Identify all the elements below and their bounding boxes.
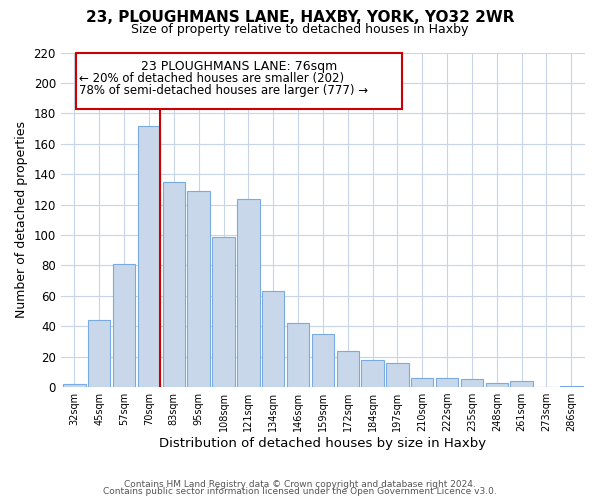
Bar — [187, 191, 210, 387]
Text: Size of property relative to detached houses in Haxby: Size of property relative to detached ho… — [131, 22, 469, 36]
Bar — [88, 320, 110, 387]
Text: Contains public sector information licensed under the Open Government Licence v3: Contains public sector information licen… — [103, 488, 497, 496]
Bar — [287, 323, 309, 387]
Bar — [337, 350, 359, 387]
Text: ← 20% of detached houses are smaller (202): ← 20% of detached houses are smaller (20… — [79, 72, 344, 86]
Text: 23, PLOUGHMANS LANE, HAXBY, YORK, YO32 2WR: 23, PLOUGHMANS LANE, HAXBY, YORK, YO32 2… — [86, 10, 514, 25]
Bar — [262, 292, 284, 387]
Text: 78% of semi-detached houses are larger (777) →: 78% of semi-detached houses are larger (… — [79, 84, 368, 98]
Bar — [138, 126, 160, 387]
Bar — [560, 386, 583, 387]
Text: Contains HM Land Registry data © Crown copyright and database right 2024.: Contains HM Land Registry data © Crown c… — [124, 480, 476, 489]
Bar — [511, 381, 533, 387]
Bar — [113, 264, 136, 387]
Bar — [237, 198, 260, 387]
Bar — [411, 378, 433, 387]
Bar — [63, 384, 86, 387]
Bar — [212, 236, 235, 387]
Text: 23 PLOUGHMANS LANE: 76sqm: 23 PLOUGHMANS LANE: 76sqm — [141, 60, 337, 73]
Bar — [485, 382, 508, 387]
Bar — [361, 360, 384, 387]
Bar — [312, 334, 334, 387]
Y-axis label: Number of detached properties: Number of detached properties — [15, 122, 28, 318]
Bar — [436, 378, 458, 387]
Bar — [461, 380, 483, 387]
X-axis label: Distribution of detached houses by size in Haxby: Distribution of detached houses by size … — [160, 437, 487, 450]
Bar — [163, 182, 185, 387]
Bar — [386, 363, 409, 387]
FancyBboxPatch shape — [76, 52, 403, 109]
